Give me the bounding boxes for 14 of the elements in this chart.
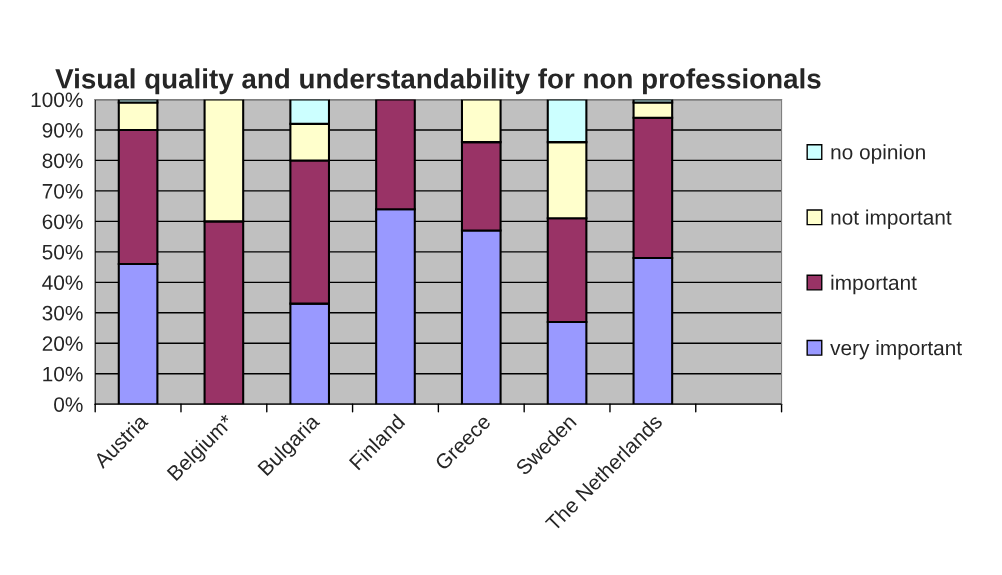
- y-tick-label: 60%: [42, 214, 83, 230]
- y-tick-label: 0%: [54, 397, 83, 412]
- y-tick-label: 80%: [42, 153, 83, 169]
- y-tick-label: 50%: [42, 244, 83, 260]
- legend-label: not important: [831, 209, 952, 229]
- y-tick-label: 40%: [42, 275, 83, 291]
- y-tick-label: 10%: [43, 366, 83, 382]
- y-tick-label: 30%: [42, 305, 83, 321]
- y-tick-label: 70%: [42, 183, 83, 199]
- legend-label: no opinion: [831, 144, 925, 164]
- y-tick-label: 90%: [42, 122, 83, 138]
- legend-label: important: [831, 274, 917, 295]
- legend-label: very important: [830, 340, 962, 360]
- y-tick-label: 20%: [42, 336, 83, 352]
